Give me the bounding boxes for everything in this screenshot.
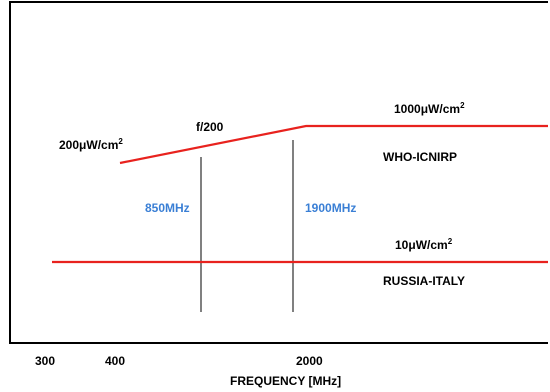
x-tick-label-2000: 2000 — [296, 354, 323, 368]
high-limit-label: 1000μW/cm2 — [394, 101, 465, 116]
vline-label-1900mhz: 1900MHz — [305, 201, 356, 215]
series-label-who-icnirp: WHO-ICNIRP — [383, 150, 457, 164]
x-tick-label-400: 400 — [105, 354, 125, 368]
vline-label-850mhz: 850MHz — [145, 201, 190, 215]
series-label-russia-italy: RUSSIA-ITALY — [383, 274, 465, 288]
slope-label: f/200 — [196, 120, 224, 134]
x-axis-label: FREQUENCY [MHz] — [230, 374, 341, 388]
series-line-who-icnirp — [119, 124, 548, 165]
flat-limit-label: 10μW/cm2 — [395, 237, 453, 252]
low-limit-label: 200μW/cm2 — [59, 137, 123, 152]
plot-frame — [9, 1, 548, 344]
x-tick-label-300: 300 — [35, 354, 55, 368]
